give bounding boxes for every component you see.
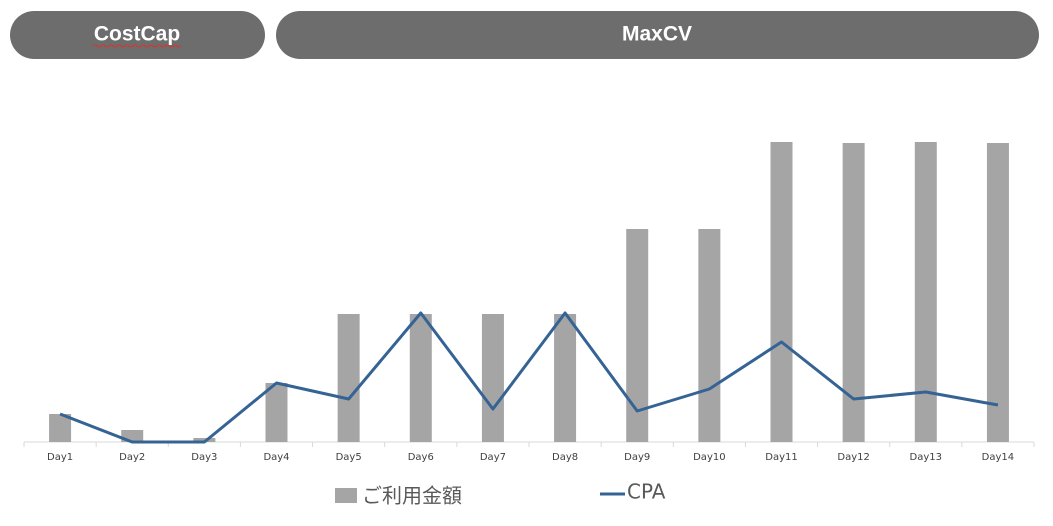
line: [59, 311, 999, 444]
bar: [265, 383, 288, 442]
legend-swatch: [335, 488, 357, 503]
bar: [554, 314, 577, 442]
legend-label: ご利用金額: [362, 484, 462, 508]
costcap-tab: [10, 11, 265, 59]
tab-label: MaxCV: [622, 23, 692, 46]
x-tick-label: Day8: [552, 452, 578, 463]
legend-label: CPA: [627, 480, 666, 504]
bar: [409, 314, 432, 442]
x-tick-label: Day12: [837, 452, 869, 463]
spellcheck-underline: [92, 44, 182, 48]
bar: [626, 229, 649, 442]
x-tick-label: Day4: [263, 452, 289, 463]
bar: [49, 414, 72, 442]
bar: [193, 438, 216, 442]
x-tick-label: Day5: [336, 452, 362, 463]
x-tick-label: Day10: [693, 452, 725, 463]
x-tick-label: Day7: [480, 452, 506, 463]
x-tick-label: Day14: [982, 452, 1014, 463]
x-tick-label: Day11: [765, 452, 797, 463]
bar: [986, 143, 1009, 442]
bar: [698, 229, 721, 442]
bar: [914, 142, 937, 442]
bar: [481, 314, 504, 442]
x-tick-label: Day3: [191, 452, 217, 463]
tab-label: CostCap: [94, 23, 180, 46]
x-tick-label: Day1: [47, 452, 73, 463]
x-tick-label: Day6: [408, 452, 434, 463]
x-tick-label: Day2: [119, 452, 145, 463]
maxcv-tab: [276, 11, 1039, 59]
bar: [337, 314, 360, 442]
bar: [770, 142, 793, 442]
bar: [842, 143, 865, 442]
x-tick-label: Day9: [624, 452, 650, 463]
x-tick-label: Day13: [910, 452, 942, 463]
